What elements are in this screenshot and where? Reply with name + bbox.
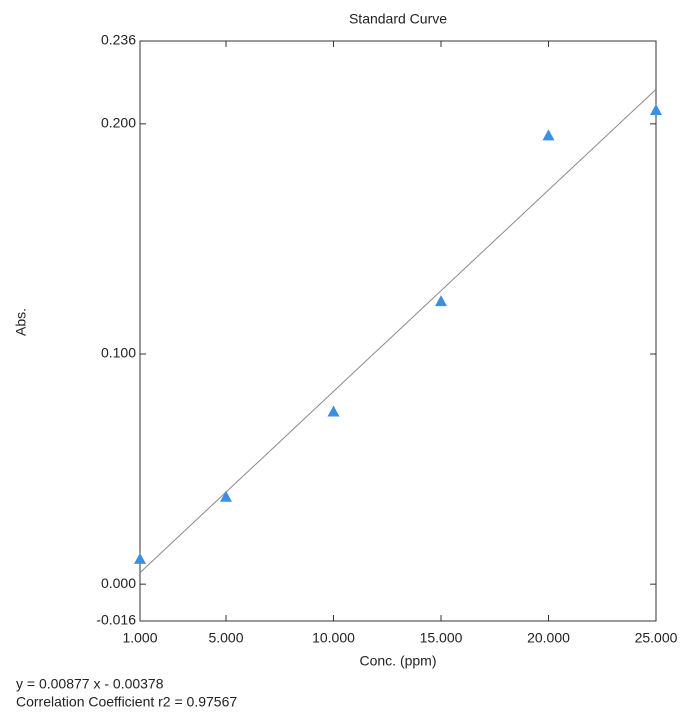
x-tick-label: 15.000 — [420, 630, 463, 646]
chart-title: Standard Curve — [349, 11, 447, 27]
data-point — [543, 129, 555, 140]
x-tick-label: 5.000 — [208, 630, 243, 646]
y-tick-label: 0.200 — [101, 115, 136, 131]
y-tick-label: 0.000 — [101, 575, 136, 591]
x-tick-label: 25.000 — [635, 630, 678, 646]
fit-line — [140, 89, 656, 572]
x-tick-label: 10.000 — [312, 630, 355, 646]
x-axis-label: Conc. (ppm) — [359, 653, 436, 669]
x-tick-label: 1.000 — [122, 630, 157, 646]
y-tick-label: -0.016 — [96, 612, 136, 628]
x-tick-label: 20.000 — [527, 630, 570, 646]
data-point — [328, 406, 340, 417]
data-point — [134, 553, 146, 564]
data-point — [435, 295, 447, 306]
y-tick-label: 0.100 — [101, 345, 136, 361]
chart: Standard Curve Conc. (ppm) Abs. y = 0.00… — [0, 0, 683, 716]
y-tick-label: 0.236 — [101, 32, 136, 48]
correlation: Correlation Coefficient r2 = 0.97567 — [16, 694, 237, 710]
data-point — [650, 104, 662, 115]
y-axis-label: Abs. — [13, 308, 29, 336]
equation: y = 0.00877 x - 0.00378 — [16, 676, 164, 692]
